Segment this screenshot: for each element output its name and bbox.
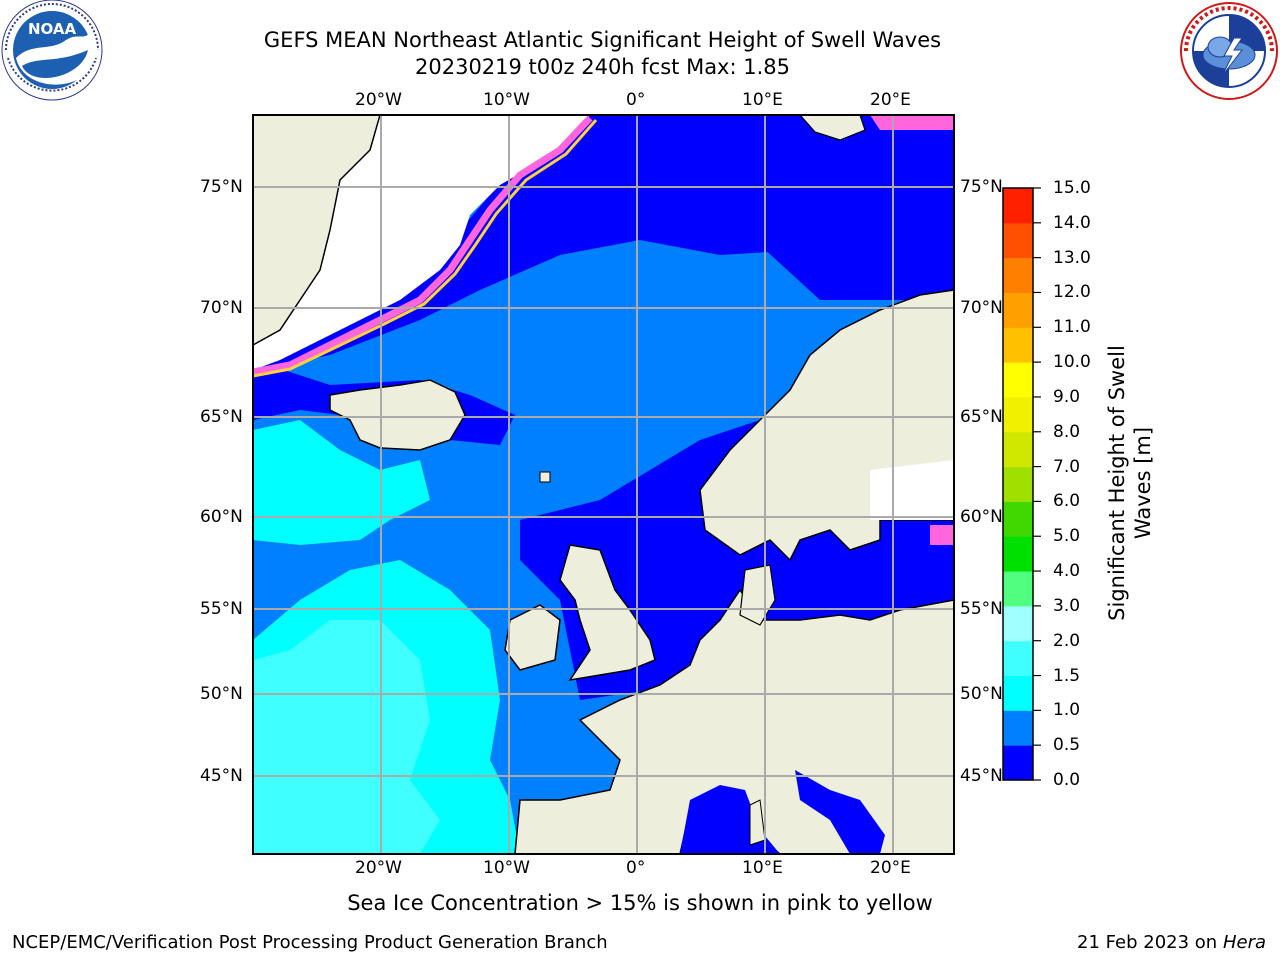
- colorbar-tick-label: 11.0: [1053, 317, 1091, 338]
- colorbar-swatch: [1003, 362, 1033, 398]
- low-swell-barents: [640, 115, 954, 300]
- colorbar-swatch: [1003, 675, 1033, 711]
- faroe-islands: [539, 471, 551, 483]
- colorbar-swatch: [1003, 640, 1033, 677]
- colorbar-tick-label: 1.0: [1053, 700, 1081, 721]
- noaa-logo: NOAA: [1, 0, 103, 101]
- lat-tick-left: 50°N: [200, 684, 243, 704]
- lon-tick-top: 0°: [626, 90, 646, 110]
- colorbar-tick-label: 13.0: [1053, 247, 1091, 268]
- lat-tick-right: 65°N: [960, 407, 1003, 427]
- svg-text:NOAA: NOAA: [28, 20, 77, 38]
- lat-tick-left: 55°N: [200, 599, 243, 619]
- footer-left: NCEP/EMC/Verification Post Processing Pr…: [12, 932, 608, 953]
- colorbar-tick-label: 7.0: [1053, 456, 1081, 477]
- baltic-ice: [930, 525, 954, 545]
- lat-tick-left: 60°N: [200, 507, 243, 527]
- lat-tick-right: 70°N: [960, 298, 1003, 318]
- colorbar-label: Significant Height of Swell Waves [m]: [1105, 345, 1155, 621]
- lat-tick-left: 45°N: [200, 766, 243, 786]
- high-swell-core: [253, 620, 440, 854]
- lat-tick-left: 65°N: [200, 407, 243, 427]
- colorbar-tick-label: 9.0: [1053, 386, 1081, 407]
- footer-date: 21 Feb 2023 on: [1077, 932, 1218, 953]
- chart-title: GEFS MEAN Northeast Atlantic Significant…: [263, 28, 942, 52]
- colorbar-swatch: [1003, 292, 1033, 328]
- lon-tick-top: 10°W: [483, 90, 530, 110]
- colorbar-swatch: [1003, 396, 1033, 433]
- lat-tick-left: 75°N: [200, 177, 243, 197]
- colorbar: [1002, 187, 1034, 781]
- colorbar-swatch: [1003, 431, 1033, 468]
- colorbar-swatch: [1003, 605, 1033, 642]
- lon-tick-bottom: 10°E: [742, 858, 783, 878]
- lon-tick-bottom: 10°W: [483, 858, 530, 878]
- colorbar-tick-label: 14.0: [1053, 212, 1091, 233]
- gulf-of-bothnia-ice: [870, 460, 954, 520]
- lon-tick-bottom: 20°W: [355, 858, 402, 878]
- colorbar-swatch: [1003, 222, 1033, 259]
- colorbar-swatch: [1003, 710, 1033, 746]
- nws-logo: [1180, 2, 1278, 100]
- colorbar-tick-label: 0.0: [1053, 770, 1081, 790]
- svalbard: [799, 115, 866, 141]
- lon-tick-top: 10°E: [742, 90, 783, 110]
- lat-tick-right: 60°N: [960, 507, 1003, 527]
- colorbar-tick-label: 12.0: [1053, 282, 1091, 303]
- colorbar-tick-label: 0.5: [1053, 735, 1081, 756]
- colorbar-tick-label: 4.0: [1053, 561, 1081, 582]
- ireland: [504, 604, 561, 671]
- colorbar-tick-label: 1.5: [1053, 665, 1081, 686]
- colorbar-ticks: [1033, 187, 1041, 781]
- svalbard-ice: [870, 115, 954, 130]
- lat-tick-right: 45°N: [960, 766, 1003, 786]
- chart-subtitle: 20230219 t00z 240h fcst Max: 1.85: [415, 55, 790, 79]
- colorbar-swatch: [1003, 745, 1033, 781]
- lat-tick-right: 50°N: [960, 684, 1003, 704]
- lat-tick-left: 70°N: [200, 298, 243, 318]
- colorbar-tick-label: 6.0: [1053, 491, 1081, 512]
- colorbar-swatch: [1003, 466, 1033, 502]
- lon-tick-bottom: 20°E: [870, 858, 911, 878]
- footer-right: 21 Feb 2023 on Hera: [1077, 932, 1266, 953]
- lon-tick-top: 20°W: [355, 90, 402, 110]
- mid-swell-west: [253, 420, 430, 545]
- colorbar-swatch: [1003, 501, 1033, 537]
- lat-tick-right: 75°N: [960, 177, 1003, 197]
- lon-tick-top: 20°E: [870, 90, 911, 110]
- iceland: [329, 379, 466, 451]
- colorbar-tick-label: 8.0: [1053, 421, 1081, 442]
- colorbar-swatch: [1003, 536, 1033, 572]
- greenland-land: [253, 115, 381, 346]
- footer-host: Hera: [1222, 932, 1266, 953]
- colorbar-swatch: [1003, 257, 1033, 293]
- sea-ice-edge-yellow: [253, 119, 598, 378]
- colorbar-swatch: [1003, 327, 1033, 363]
- colorbar-tick-label: 2.0: [1053, 630, 1081, 651]
- colorbar-tick-label: 3.0: [1053, 595, 1081, 616]
- adriatic-ionian: [795, 770, 885, 854]
- colorbar-swatch: [1003, 571, 1033, 607]
- map-frame: [252, 114, 955, 855]
- sea-ice-edge: [253, 115, 593, 376]
- colorbar-tick-label: 10.0: [1053, 352, 1091, 373]
- colorbar-swatch: [1003, 188, 1033, 224]
- lat-tick-right: 55°N: [960, 599, 1003, 619]
- sea-ice-note: Sea Ice Concentration > 15% is shown in …: [347, 891, 933, 915]
- colorbar-tick-label: 5.0: [1053, 526, 1081, 547]
- great-britain: [559, 544, 656, 682]
- lon-tick-bottom: 0°: [626, 858, 646, 878]
- colorbar-tick-label: 15.0: [1053, 178, 1091, 198]
- graticule: [253, 115, 954, 854]
